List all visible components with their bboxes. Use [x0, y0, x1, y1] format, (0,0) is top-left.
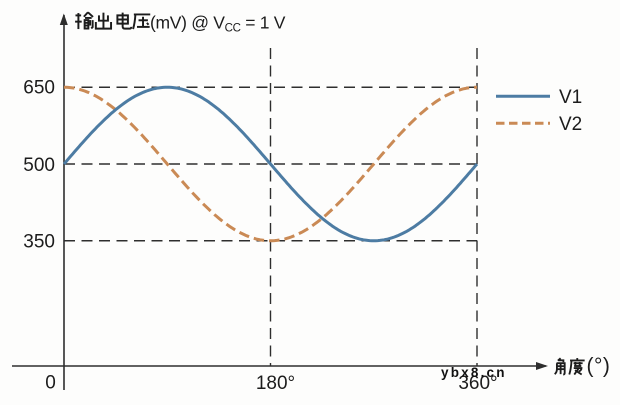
- svg-text:V1: V1: [559, 87, 582, 108]
- svg-text:650: 650: [23, 77, 55, 98]
- svg-text:(°): (°): [587, 355, 611, 378]
- svg-text:(mV) @ VCC = 1 V: (mV) @ VCC = 1 V: [150, 13, 286, 35]
- svg-text:360°: 360°: [458, 373, 497, 394]
- svg-text:180°: 180°: [256, 373, 295, 394]
- svg-text:ybx8.cn: ybx8.cn: [441, 365, 507, 380]
- svg-text:V2: V2: [559, 114, 582, 135]
- svg-text:350: 350: [23, 231, 55, 252]
- svg-text:0: 0: [45, 373, 56, 394]
- svg-text:500: 500: [23, 155, 55, 176]
